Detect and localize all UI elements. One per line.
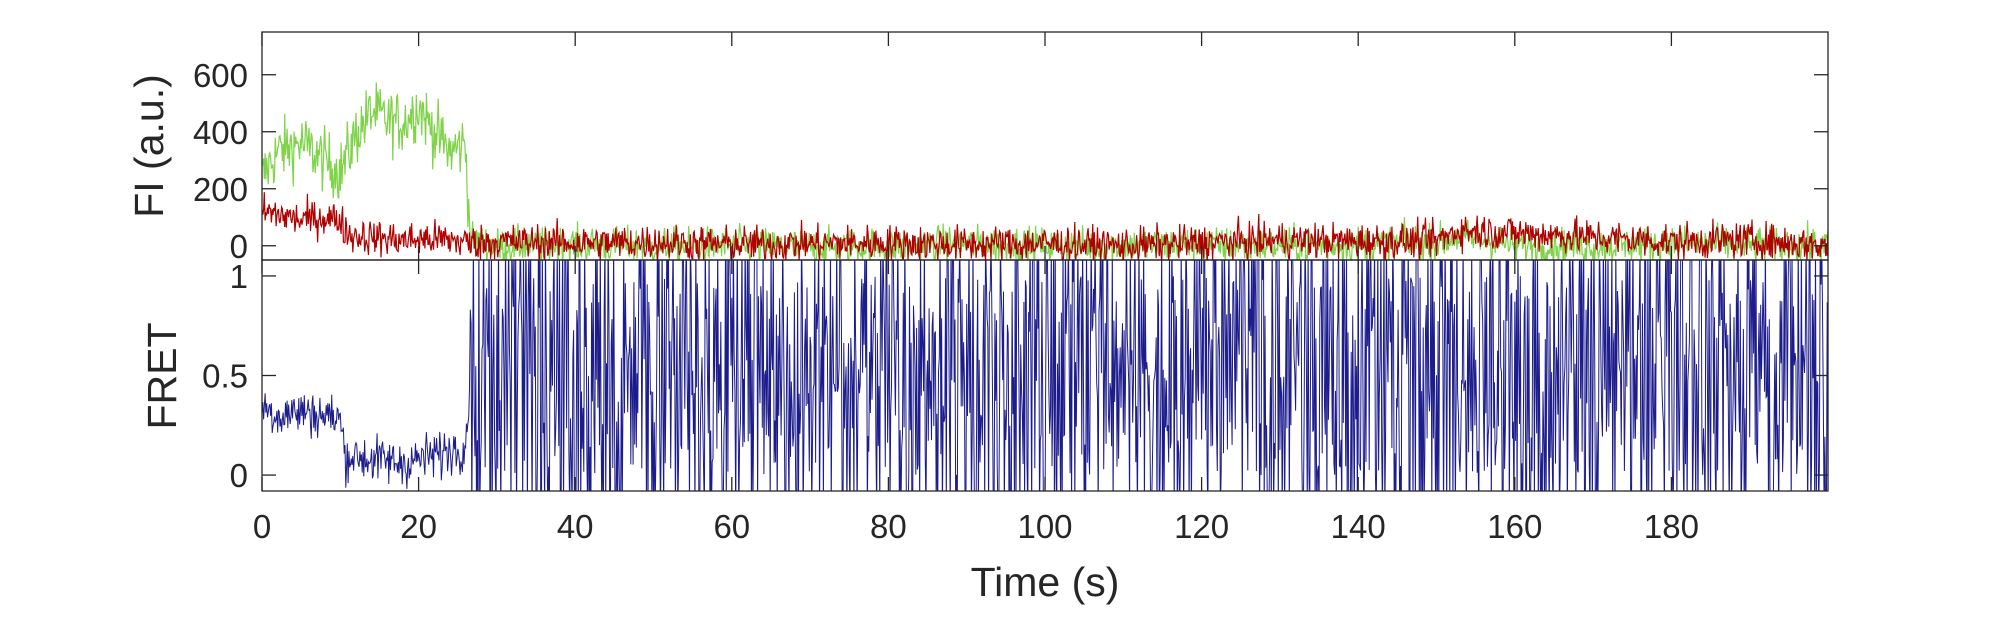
time-x-tick-label: 40: [557, 508, 594, 545]
intensity-y-tick-label: 600: [193, 57, 248, 94]
intensity-series-line-1: [262, 82, 1828, 260]
fret-axes-frame: [261, 259, 1829, 492]
intensity-y-tick-label: 0: [230, 228, 248, 265]
fret-plot-area: [262, 260, 1828, 491]
time-x-tick-label: 140: [1331, 508, 1386, 545]
fret-y-axis-label: FRET: [139, 322, 185, 429]
time-x-tick-label: 180: [1644, 508, 1699, 545]
time-x-tick-label: 20: [400, 508, 437, 545]
fret-y-tick-label: 0: [230, 457, 248, 494]
intensity-y-tick-label: 400: [193, 114, 248, 151]
time-x-tick-label: 100: [1017, 508, 1072, 545]
time-x-tick-label: 60: [713, 508, 750, 545]
time-x-tick-label: 120: [1174, 508, 1229, 545]
fret-series-line-1: [262, 260, 1828, 491]
time-x-ticks: 0 20 40 60 80 100 120 140 160 180: [253, 260, 1699, 545]
intensity-y-tick-label: 200: [193, 171, 248, 208]
time-x-tick-label: 80: [870, 508, 907, 545]
intensity-series-line-2: [262, 192, 1828, 260]
time-x-axis-label: Time (s): [971, 559, 1120, 605]
fret-y-ticks: 00.51: [202, 258, 1828, 494]
intensity-plot-area: [262, 82, 1828, 260]
intensity-y-axis-label: FI (a.u.): [126, 74, 172, 218]
intensity-y-ticks: 0 200 400 600: [193, 32, 1828, 265]
fret-y-tick-label: 0.5: [202, 358, 248, 395]
intensity-axes-frame: [261, 31, 1829, 261]
fret-panel: 00.51 0 20 40 60 80 100 120 140 160 180 FRET Time…: [139, 258, 1829, 605]
time-x-tick-label: 0: [253, 508, 271, 545]
time-x-tick-label: 160: [1487, 508, 1542, 545]
intensity-panel: 0 200 400 600 FI (a.u.): [126, 31, 1829, 265]
fret-y-tick-label: 1: [230, 258, 248, 295]
